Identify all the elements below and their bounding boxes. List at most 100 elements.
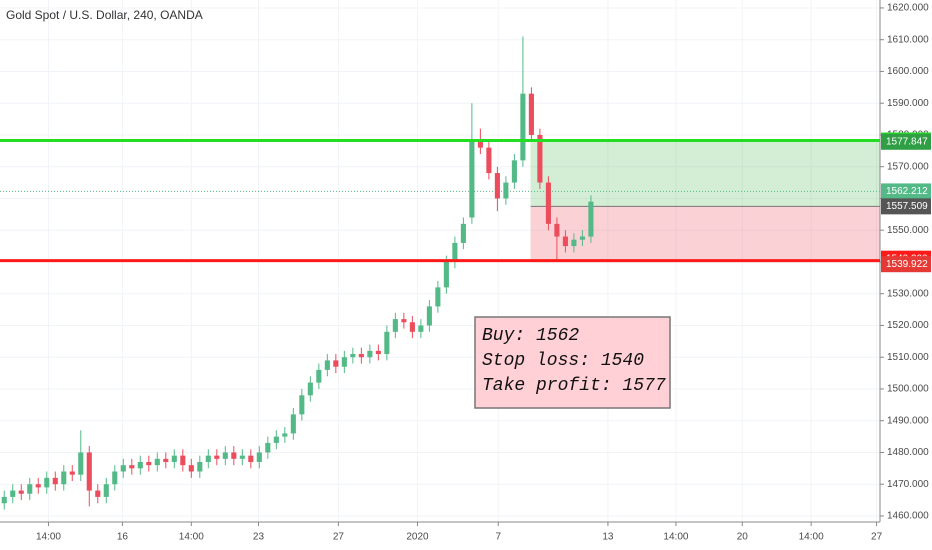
candle-body xyxy=(418,325,424,332)
candle-body xyxy=(554,223,560,237)
candle-body xyxy=(588,201,594,237)
candle-body xyxy=(511,160,517,183)
annotation-text: Stop loss: 1540 xyxy=(482,351,644,371)
candle-body xyxy=(248,455,254,462)
candle-body xyxy=(435,287,441,307)
candle-body xyxy=(27,484,33,494)
y-tick-label: 1610.000 xyxy=(887,34,929,45)
candle-body xyxy=(469,141,475,218)
x-tick-label: 13 xyxy=(602,532,614,543)
x-tick-label: 23 xyxy=(253,532,265,543)
x-tick-label: 16 xyxy=(117,532,129,543)
candle-body xyxy=(307,382,313,396)
candle-body xyxy=(205,455,211,462)
candle-body xyxy=(282,433,288,437)
y-tick-label: 1500.000 xyxy=(887,384,929,395)
y-tick-label: 1510.000 xyxy=(887,352,929,363)
candle-body xyxy=(256,452,262,462)
y-tick-label: 1590.000 xyxy=(887,98,929,109)
candle-body xyxy=(231,452,237,459)
price-label: 1577.847 xyxy=(886,136,928,147)
candle-body xyxy=(180,455,186,466)
candle-body xyxy=(239,455,245,459)
x-tick-label: 27 xyxy=(871,532,883,543)
candle-body xyxy=(520,93,526,161)
chart-title: Gold Spot / U.S. Dollar, 240, OANDA xyxy=(6,8,203,22)
candle-body xyxy=(316,369,322,383)
candle-body xyxy=(273,436,279,443)
candle-body xyxy=(367,350,373,358)
candle-body xyxy=(103,484,109,497)
candle-body xyxy=(392,319,398,332)
candle-body xyxy=(333,360,339,367)
candle-body xyxy=(18,490,24,494)
price-label-bg xyxy=(881,133,931,150)
price-axis-bg xyxy=(880,0,932,550)
candle-body xyxy=(1,496,7,504)
x-tick-label: 27 xyxy=(333,532,345,543)
candle-body xyxy=(545,182,551,224)
x-tick-label: 14:00 xyxy=(663,532,688,543)
candle-body xyxy=(44,477,50,488)
annotation-box xyxy=(474,316,671,409)
candle-body xyxy=(375,350,381,355)
candle-body xyxy=(486,147,492,174)
candle-body xyxy=(477,141,483,148)
candle-body xyxy=(350,354,356,358)
price-label: 1562.212 xyxy=(886,186,928,197)
price-label-bg xyxy=(881,198,931,215)
y-tick-label: 1480.000 xyxy=(887,447,929,458)
x-tick-label: 14:00 xyxy=(179,532,204,543)
price-label-bg xyxy=(881,256,931,273)
candle-body xyxy=(579,236,585,240)
candle-body xyxy=(137,461,143,469)
price-label-bg xyxy=(881,183,931,200)
candle-body xyxy=(384,331,390,355)
y-tick-label: 1520.000 xyxy=(887,320,929,331)
candle-body xyxy=(188,465,194,472)
candle-body xyxy=(61,471,67,485)
x-tick-label: 2020 xyxy=(406,532,429,543)
candle-body xyxy=(443,261,449,288)
candle-body xyxy=(341,357,347,367)
candle-body xyxy=(52,477,58,485)
candle-body xyxy=(10,490,16,497)
candle-body xyxy=(290,414,296,434)
y-tick-label: 1620.000 xyxy=(887,3,929,14)
candle-body xyxy=(324,360,330,370)
x-tick-label: 14:00 xyxy=(799,532,824,543)
x-tick-label: 14:00 xyxy=(36,532,61,543)
candle-body xyxy=(409,322,415,332)
candle-body xyxy=(146,461,152,466)
candle-body xyxy=(214,455,220,459)
candle-body xyxy=(120,465,126,472)
candle-body xyxy=(401,319,407,323)
candle-body xyxy=(129,465,135,469)
y-tick-label: 1470.000 xyxy=(887,479,929,490)
candle-body xyxy=(358,354,364,358)
y-tick-label: 1600.000 xyxy=(887,66,929,77)
x-tick-label: 20 xyxy=(737,532,749,543)
candle-body xyxy=(537,134,543,183)
candle-body xyxy=(494,173,500,199)
price-label: 1557.509 xyxy=(886,201,928,212)
candle-body xyxy=(562,236,568,247)
candle-body xyxy=(460,223,466,243)
candle-body xyxy=(86,452,92,491)
candle-body xyxy=(197,461,203,472)
candle-body xyxy=(69,471,75,475)
candle-body xyxy=(265,442,271,453)
price-label: 1539.922 xyxy=(886,259,928,270)
x-tick-label: 7 xyxy=(495,532,501,543)
candle-body xyxy=(35,484,41,488)
annotation-text: Buy: 1562 xyxy=(482,326,579,346)
y-tick-label: 1530.000 xyxy=(887,288,929,299)
candle-body xyxy=(503,182,509,199)
candle-body xyxy=(154,458,160,466)
candle-body xyxy=(426,306,432,326)
target-zone xyxy=(530,141,880,207)
y-tick-label: 1550.000 xyxy=(887,225,929,236)
candle-body xyxy=(95,490,101,497)
y-tick-label: 1460.000 xyxy=(887,511,929,522)
